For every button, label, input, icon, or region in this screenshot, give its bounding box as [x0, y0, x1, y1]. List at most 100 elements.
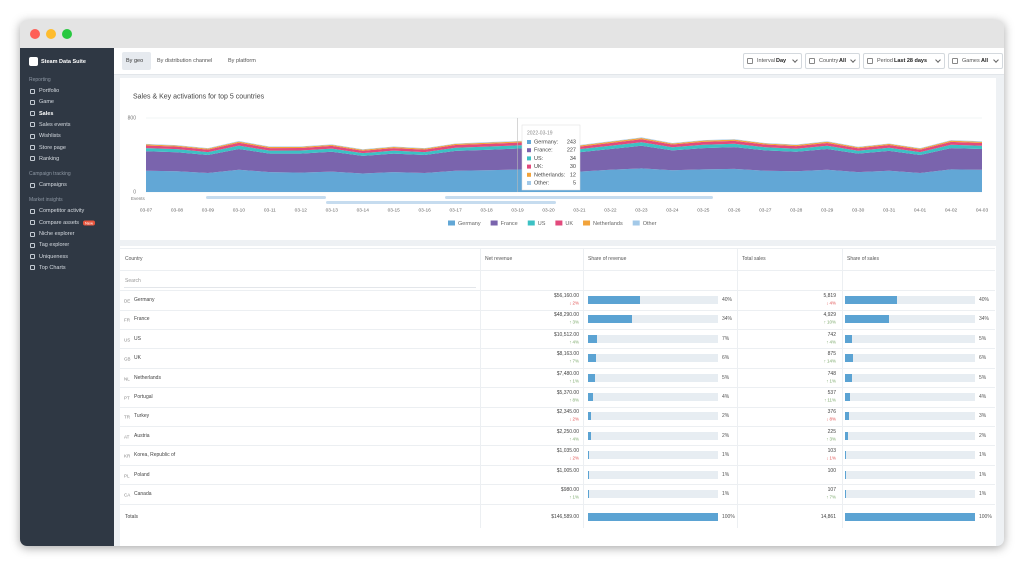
nav-item[interactable]: Game: [39, 99, 54, 106]
country-code: KR: [124, 453, 131, 459]
search-placeholder[interactable]: Search: [125, 278, 141, 284]
total-sales: 4,929: [823, 312, 836, 319]
row-line: [120, 328, 995, 330]
row-line: [120, 387, 995, 389]
x-tick-label: 03-15: [388, 207, 401, 213]
filter-label: Interval: [757, 58, 776, 64]
tab[interactable]: By geo: [126, 58, 144, 64]
share-label: 4%: [722, 394, 730, 400]
share-label: 34%: [979, 316, 990, 323]
nav-item[interactable]: Portfolio: [39, 88, 60, 94]
net-revenue: $5,370.00: [556, 390, 579, 396]
country-code: US: [124, 337, 131, 343]
net-revenue: $56,160.00: [553, 293, 579, 299]
filter-box[interactable]: [743, 53, 802, 69]
section-title: Market insights: [29, 197, 63, 204]
total-sales: 225: [827, 428, 836, 435]
search-input[interactable]: [124, 275, 476, 288]
sales-share-bar: [845, 334, 852, 343]
tooltip-swatch: [527, 148, 531, 153]
tab[interactable]: By distribution channel: [157, 58, 213, 64]
close-button[interactable]: [30, 29, 40, 39]
legend-swatch: [583, 220, 591, 226]
share-label: 100%: [979, 514, 992, 520]
chart-title: Sales & Key activations for top 5 countr…: [133, 93, 265, 101]
nav-item[interactable]: Store page: [39, 144, 66, 151]
nav-item[interactable]: Sales: [39, 110, 54, 117]
nav-item[interactable]: Sales events: [39, 121, 71, 128]
share-label: 6%: [722, 355, 730, 362]
filter-value: All: [981, 58, 989, 64]
maximize-button[interactable]: [62, 29, 72, 39]
sales-change: 1%: [826, 378, 836, 383]
share-label: 2%: [722, 432, 730, 439]
row-line: [120, 348, 995, 350]
revenue-share-bar: [588, 315, 633, 324]
minimize-button[interactable]: [46, 29, 56, 39]
y-tick-label: 800: [128, 115, 137, 121]
share-label: 1%: [722, 491, 730, 497]
country-name: UK: [134, 355, 141, 362]
filter-box[interactable]: [948, 53, 1003, 69]
share-label: 3%: [979, 413, 987, 420]
sales-change: 10%: [824, 320, 836, 325]
nav-item[interactable]: Competitor activity: [39, 208, 85, 215]
filter-value: Day: [776, 58, 787, 64]
legend-swatch: [632, 220, 640, 226]
nav-item[interactable]: Campaigns: [39, 182, 67, 189]
x-tick-label: 03-21: [573, 207, 586, 213]
nav-item[interactable]: Ranking: [39, 155, 60, 162]
tooltip-swatch: [527, 156, 531, 161]
sales-share-bar: [845, 490, 847, 498]
sales-change: 4%: [826, 301, 836, 306]
filter-box[interactable]: [863, 53, 945, 69]
filter-box[interactable]: [805, 53, 860, 69]
nav-icon: [30, 182, 35, 188]
sales-share-bar: [845, 354, 853, 363]
bar-track: [845, 431, 975, 440]
country-name: Austria: [134, 432, 150, 439]
nav-icon: [30, 231, 35, 237]
tab[interactable]: By platform: [228, 58, 256, 64]
revenue-change: 3%: [569, 320, 579, 325]
revenue-change: 1%: [569, 378, 579, 383]
nav-item[interactable]: Wishlists: [39, 133, 61, 140]
sidebar: [20, 48, 114, 546]
tooltip-value: 30: [570, 164, 576, 170]
x-tick-label: 03-10: [233, 207, 246, 213]
range-bar: [206, 196, 326, 199]
row-line: [120, 464, 995, 466]
net-revenue: $1,005.00: [556, 467, 579, 474]
nav-icon: [30, 156, 35, 162]
revenue-share-bar: [588, 393, 594, 401]
legend-swatch: [527, 220, 535, 226]
x-tick-label: 03-07: [140, 207, 153, 213]
revenue-share-bar: [588, 296, 640, 304]
nav-item[interactable]: Uniqueness: [39, 253, 69, 260]
window: [20, 20, 1004, 546]
country-name: Korea, Republic of: [134, 452, 176, 459]
tooltip-value: 5: [573, 180, 576, 186]
nav-item[interactable]: Niche explorer: [39, 231, 75, 237]
x-tick-label: 03-16: [419, 207, 432, 213]
nav-item[interactable]: Compare assets: [39, 219, 80, 226]
tooltip-label: UK:: [534, 164, 544, 170]
bar-track: [588, 490, 718, 498]
country-name: Canada: [134, 491, 152, 497]
bar-track: [845, 470, 975, 479]
filter-icon: [809, 58, 815, 64]
nav-item[interactable]: Tag explorer: [39, 242, 70, 249]
sales-share-bar: [845, 296, 897, 304]
sales-change: 7%: [826, 495, 836, 500]
nav-item[interactable]: Top Charts: [39, 264, 66, 271]
bar-track: [845, 412, 975, 421]
share-label: 100%: [722, 514, 735, 520]
total-sales: 875: [827, 351, 836, 358]
x-tick-label: 03-20: [542, 207, 555, 213]
nav-icon: [30, 265, 35, 271]
bar-track: [588, 412, 718, 421]
filter-label: Period: [877, 58, 893, 64]
column-header: Country: [125, 256, 143, 262]
net-revenue: $980.00: [560, 487, 579, 493]
